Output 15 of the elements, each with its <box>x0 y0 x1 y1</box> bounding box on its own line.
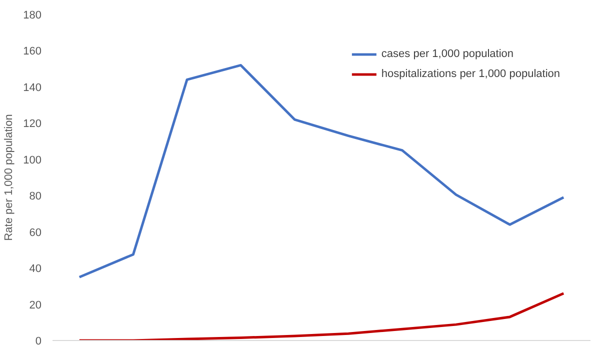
y-tick-label: 140 <box>23 82 42 94</box>
y-tick-label: 180 <box>23 10 42 22</box>
y-tick-label: 20 <box>29 299 42 312</box>
y-tick-label: 60 <box>29 226 42 239</box>
y-tick-label: 160 <box>23 46 42 58</box>
legend-label: cases per 1,000 population <box>381 48 514 60</box>
line-series <box>78 292 565 340</box>
y-axis-title: Rate per 1,000 population <box>3 114 16 241</box>
y-tick-label: 0 <box>35 336 42 348</box>
y-tick-label: 40 <box>29 263 42 276</box>
line-series <box>78 64 565 278</box>
y-tick-label: 100 <box>23 154 42 166</box>
y-tick-label: 120 <box>23 118 42 130</box>
y-tick-label: 80 <box>29 190 42 203</box>
legend-label: hospitalizations per 1,000 population <box>381 68 560 80</box>
